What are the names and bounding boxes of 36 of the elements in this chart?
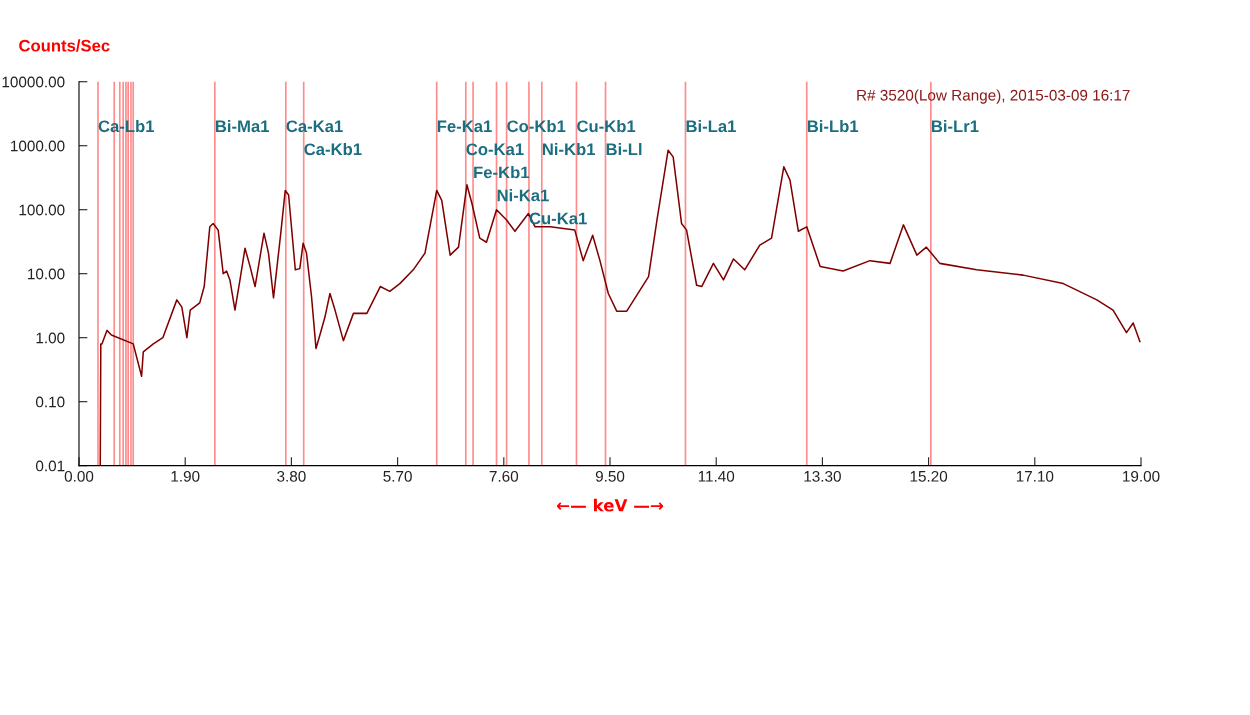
x-tick-label: 19.00 xyxy=(1123,470,1160,482)
ref-line-label: Bi-Lb1 xyxy=(807,119,859,133)
y-axis-title: Counts/Sec xyxy=(19,39,110,52)
ref-line-label: Bi-Lr1 xyxy=(931,119,979,133)
x-axis-title: ←— keV —→ xyxy=(556,498,664,512)
x-tick-label: 13.30 xyxy=(804,470,841,482)
ref-line-label: Ni-Kb1 xyxy=(542,142,596,156)
x-tick-label: 11.40 xyxy=(698,470,735,482)
y-tick-label: 100.00 xyxy=(19,204,65,216)
y-tick-label: 0.10 xyxy=(35,396,65,408)
ref-line-label: Bi-Ma1 xyxy=(215,119,269,133)
ref-line-label: Fe-Kb1 xyxy=(474,166,530,179)
ref-line-label: Ca-Lb1 xyxy=(98,119,155,133)
y-tick-label: 0.01 xyxy=(35,460,65,472)
y-tick-label: 1.00 xyxy=(36,332,65,344)
ref-line-label: Co-Ka1 xyxy=(466,143,524,156)
ref-line-label: Fe-Ka1 xyxy=(437,120,492,133)
x-tick-label: 7.60 xyxy=(489,470,519,482)
x-tick-label: 1.90 xyxy=(171,470,200,482)
annotation: R# 3520(Low Range), 2015-03-09 16:17 xyxy=(857,89,1130,104)
x-tick-label: 17.10 xyxy=(1016,470,1054,482)
y-tick-label: 1000.00 xyxy=(11,140,65,152)
ref-line-label: Ni-Ka1 xyxy=(497,189,549,202)
x-tick-label: 0.00 xyxy=(64,470,94,482)
ref-line-label: Co-Kb1 xyxy=(507,119,566,133)
ref-line-label: Ca-Kb1 xyxy=(304,142,362,156)
x-tick-label: 15.20 xyxy=(910,470,948,482)
ref-line-label: Bi-La1 xyxy=(686,119,736,133)
x-tick-label: 9.50 xyxy=(595,470,625,482)
x-tick-label: 5.70 xyxy=(383,470,412,482)
ref-line-label: Bi-Ll xyxy=(606,142,642,156)
ref-line-label: Ca-Ka1 xyxy=(286,120,343,133)
x-tick-label: 3.80 xyxy=(277,470,306,482)
y-tick-label: 10.00 xyxy=(28,268,65,280)
ref-line-label: Cu-Kb1 xyxy=(577,119,636,133)
y-tick-label: 10000.00 xyxy=(2,76,65,88)
